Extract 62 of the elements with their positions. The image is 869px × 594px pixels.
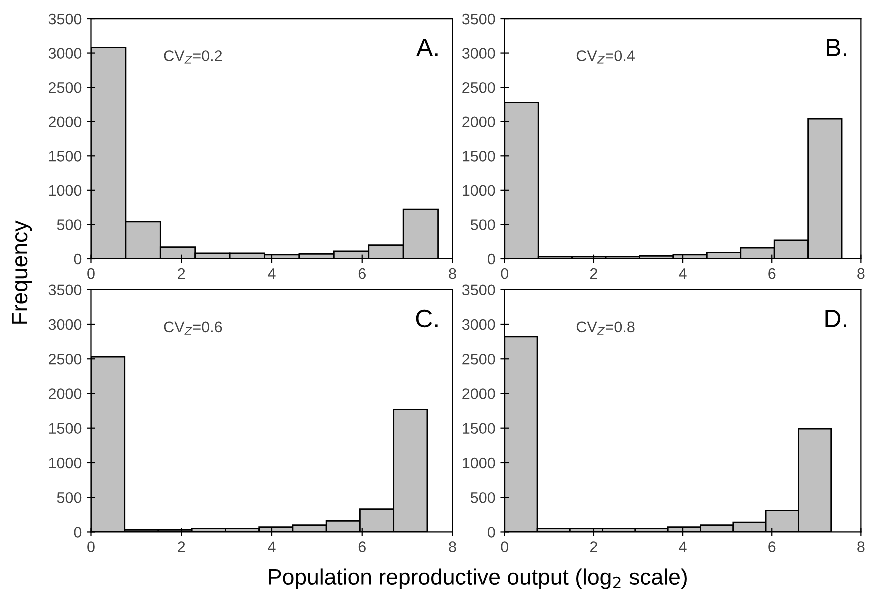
y-tick-label: 2000 [462,388,496,400]
x-tick-label: 2 [590,268,598,280]
y-tick-label: 2000 [462,116,496,128]
x-tick-label: 0 [88,542,95,552]
x-tick-label: 4 [679,268,687,280]
x-tick-label: 8 [858,268,865,280]
x-tick-label: 2 [178,268,186,280]
y-tick-label: 3000 [48,48,82,59]
y-tick-label: 2000 [49,388,82,400]
y-tick-label: 500 [57,492,82,504]
x-tick-label: 6 [768,268,776,280]
annotation: CV$_{Z}$=0.2 [164,50,222,64]
y-tick-label: 1500 [463,423,496,434]
annotation: C. [416,310,438,328]
y-tick-label: 0 [74,527,82,538]
x-tick-label: 6 [768,542,776,552]
x-tick-label: 4 [679,542,687,552]
x-axis-title: Population reproductive output (log$_{2}$ scale) [269,568,687,590]
x-tick-label: 0 [88,268,95,280]
y-axis-title: Frequency [12,220,32,324]
y-tick-label: 3000 [462,48,496,59]
x-tick-label: 4 [268,542,276,552]
x-tick-label: 8 [449,268,456,280]
y-tick-label: 2500 [49,354,82,365]
y-tick-label: 0 [488,254,496,265]
annotation: A. [416,39,438,56]
x-tick-label: 2 [590,542,598,552]
x-tick-label: 0 [501,268,509,280]
x-tick-label: 0 [501,542,509,552]
y-tick-label: 2500 [462,82,496,94]
annotation: CV$_{Z}$=0.6 [164,322,222,335]
y-tick-label: 500 [470,492,496,504]
y-tick-label: 3500 [462,14,496,25]
annotation: CV$_{Z}$=0.8 [576,322,635,335]
y-tick-label: 0 [488,527,496,538]
x-tick-label: 6 [358,268,366,280]
y-tick-label: 2000 [49,116,82,128]
y-tick-label: 1000 [463,185,496,196]
y-tick-label: 1000 [49,458,82,469]
y-tick-label: 3000 [48,319,82,330]
y-tick-label: 2500 [462,354,496,365]
y-tick-label: 3500 [48,14,82,25]
y-tick-label: 1500 [49,423,82,434]
y-tick-label: 1500 [463,151,496,162]
x-tick-label: 8 [858,542,865,552]
x-tick-label: 2 [178,542,186,552]
y-tick-label: 1500 [49,151,82,162]
annotation: B. [827,39,846,56]
y-tick-label: 500 [470,220,496,230]
x-tick-label: 8 [449,542,456,552]
y-tick-label: 1000 [463,458,496,469]
annotation: CV$_{Z}$=0.4 [576,50,635,64]
annotation: D. [826,310,846,328]
y-tick-label: 3000 [462,319,496,330]
y-tick-label: 500 [57,220,82,230]
y-tick-label: 2500 [49,82,82,94]
y-tick-label: 0 [74,254,82,265]
y-tick-label: 1000 [49,185,82,196]
y-tick-label: 3500 [48,284,82,296]
y-tick-label: 3500 [462,284,496,296]
x-tick-label: 4 [268,268,276,280]
x-tick-label: 6 [358,542,366,552]
